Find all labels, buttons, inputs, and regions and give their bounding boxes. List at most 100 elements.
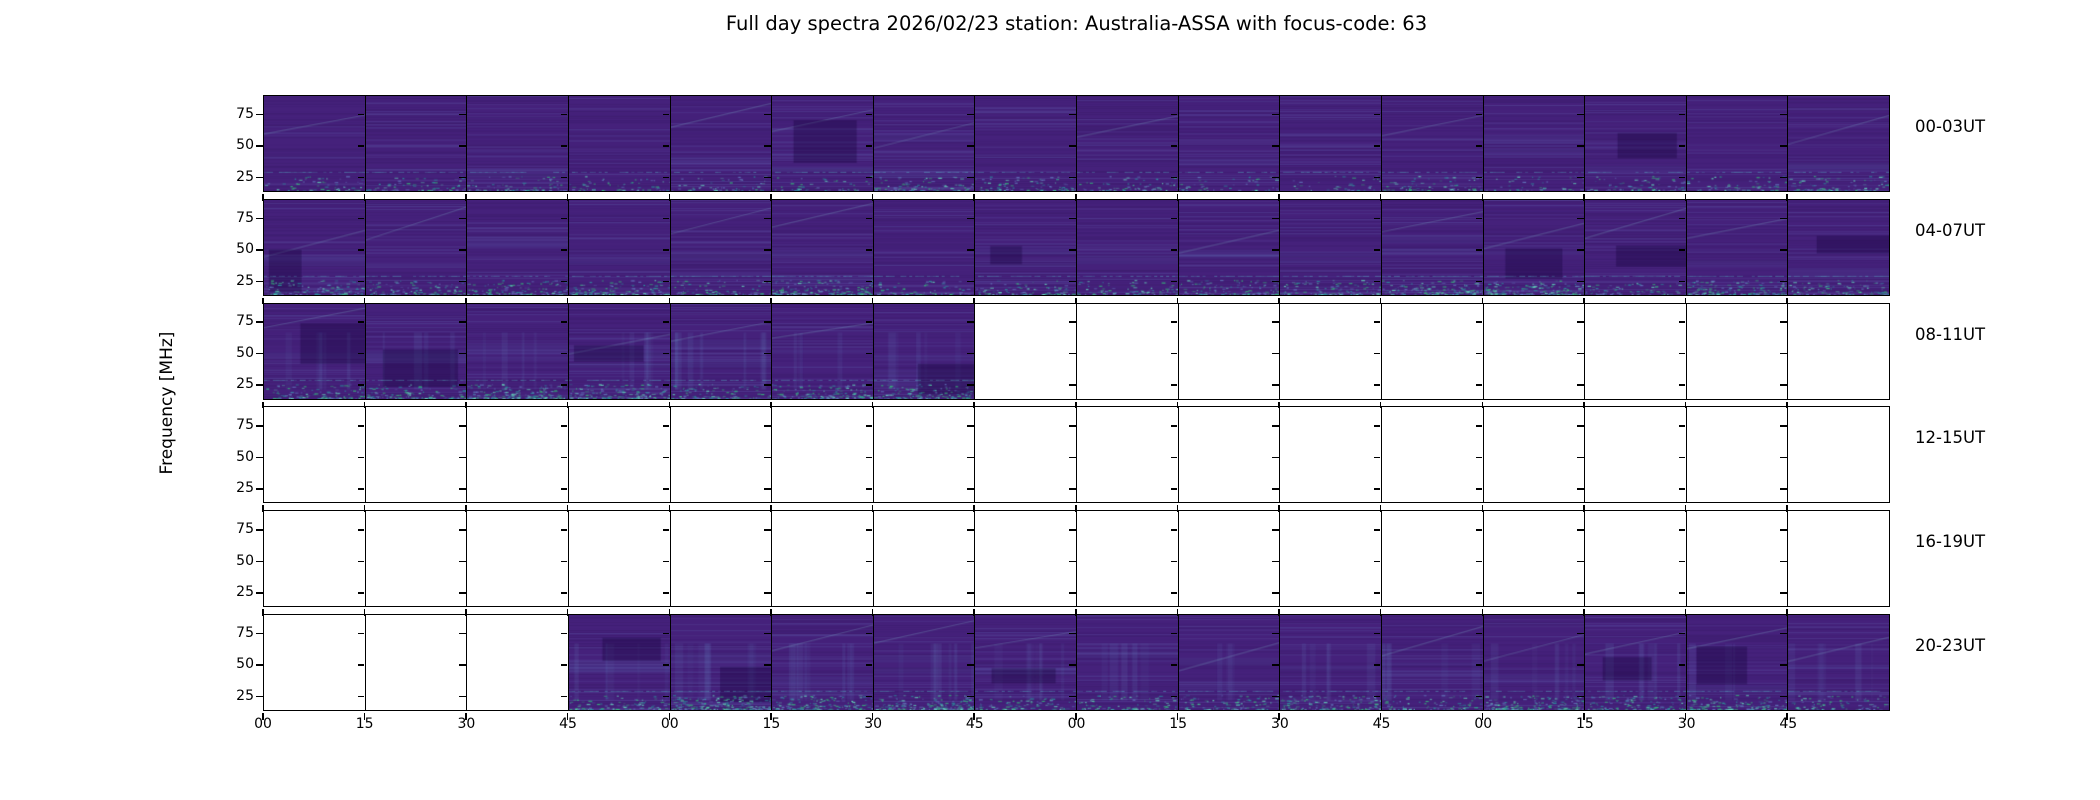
spectrogram-image — [1077, 615, 1178, 710]
spectrogram-segment — [1069, 199, 1178, 305]
y-tick-mark — [459, 560, 466, 563]
y-tick-mark — [256, 280, 263, 283]
y-tick-mark — [459, 425, 466, 427]
y-tick-mark — [865, 592, 873, 594]
spectrogram-image — [1585, 96, 1686, 191]
spectrogram-segment — [1170, 615, 1280, 720]
y-tick-mark — [1170, 352, 1178, 355]
y-tick-mark — [560, 529, 568, 531]
y-tick-mark — [865, 664, 873, 666]
y-tick-mark — [1170, 529, 1178, 531]
spectrogram-image — [772, 615, 873, 710]
y-tick-mark — [357, 488, 365, 490]
x-tick-mark — [566, 297, 569, 305]
y-tick-mark — [1170, 145, 1178, 147]
x-tick-mark — [262, 609, 264, 616]
y-tick-mark — [1577, 560, 1584, 563]
spectrogram-segment — [1780, 96, 1889, 201]
x-tick-label: 30 — [864, 716, 883, 732]
y-tick-mark — [1577, 113, 1584, 116]
plot-area: 75 50 25 00-03UT 75 50 25 04-07UT 75 50 25 08-11UT 7… — [236, 95, 1985, 720]
y-tick-mark — [1373, 425, 1381, 427]
x-tick-mark — [770, 609, 772, 616]
y-tick-mark — [967, 632, 974, 635]
y-tick-label: 75 — [236, 624, 254, 641]
x-tick-mark — [363, 609, 366, 616]
y-tick-mark — [1780, 249, 1787, 251]
spectrogram-segment — [459, 303, 568, 409]
row-time-label: 04-07UT — [1915, 220, 1986, 240]
x-tick-mark — [1176, 505, 1179, 512]
y-tick-mark — [256, 113, 263, 116]
y-tick-mark — [865, 488, 873, 490]
x-tick-mark — [1786, 401, 1788, 409]
y-tick-mark — [662, 280, 669, 283]
x-tick-mark — [465, 609, 467, 616]
y-tick-mark — [256, 217, 263, 220]
y-tick-mark — [662, 425, 669, 427]
spectrogram-image — [975, 96, 1076, 191]
y-tick-mark — [1170, 695, 1178, 698]
y-tick-label: 75 — [236, 209, 254, 226]
y-tick-mark — [662, 145, 669, 147]
spectrogram-image — [568, 303, 670, 399]
empty-segment — [1678, 407, 1788, 512]
y-tick-mark — [1069, 176, 1076, 179]
y-tick-mark — [459, 352, 466, 355]
y-tick-mark — [764, 632, 771, 635]
y-tick-mark — [357, 425, 365, 427]
y-tick-mark — [967, 664, 974, 666]
x-tick-mark — [1583, 609, 1585, 616]
spectrogram-image — [1077, 199, 1178, 295]
spectrogram-segment — [1373, 615, 1483, 720]
spectrogram-image — [1381, 615, 1483, 710]
y-tick-mark — [865, 217, 873, 220]
y-tick-mark — [967, 352, 974, 355]
y-tick-mark — [865, 176, 873, 179]
y-tick-mark — [1170, 321, 1178, 323]
x-tick-label: 00 — [1474, 716, 1493, 732]
x-tick-mark — [1278, 194, 1280, 201]
y-tick-mark — [1780, 560, 1787, 563]
y-tick-mark — [256, 664, 263, 666]
y-tick-mark — [1272, 176, 1279, 179]
y-tick-mark — [1678, 560, 1686, 563]
spectrogram-segment — [764, 303, 873, 409]
spectrogram-segment — [1475, 615, 1585, 720]
y-tick-mark — [1475, 280, 1482, 283]
y-tick-mark — [1373, 560, 1381, 563]
y-tick-label: 75 — [236, 417, 254, 434]
spectrogram-segment — [662, 96, 772, 201]
x-tick-mark — [1278, 713, 1280, 720]
x-tick-mark — [1075, 297, 1077, 305]
y-tick-mark — [357, 280, 365, 283]
x-tick-mark — [668, 609, 670, 616]
y-tick-mark — [1780, 529, 1787, 531]
y-tick-mark — [1678, 113, 1686, 116]
x-tick-mark — [1684, 505, 1687, 512]
empty-segment — [1780, 303, 1889, 409]
x-tick-mark — [1278, 297, 1280, 305]
spectra-row-00-03UT: 75 50 25 00-03UT — [236, 95, 1985, 201]
spectrogram-segment — [560, 96, 670, 201]
y-tick-mark — [1577, 217, 1584, 220]
spectrogram-image — [873, 615, 975, 710]
y-tick-mark — [764, 280, 771, 283]
x-tick-mark — [1075, 609, 1077, 616]
y-tick-mark — [865, 632, 873, 635]
spectra-row-16-19UT: 75 50 25 16-19UT — [236, 510, 1985, 616]
y-tick-mark — [459, 592, 466, 594]
x-tick-mark — [262, 713, 264, 720]
y-tick-mark — [1373, 632, 1381, 635]
y-tick-mark — [764, 145, 771, 147]
y-tick-mark — [662, 488, 669, 490]
y-tick-mark — [662, 456, 669, 459]
y-tick-mark — [1272, 695, 1279, 698]
y-tick-mark — [967, 456, 974, 459]
spectrogram-segment — [1678, 615, 1788, 720]
y-tick-mark — [256, 456, 263, 459]
spectrogram-segment — [1780, 199, 1889, 305]
y-tick-mark — [357, 217, 365, 220]
y-tick-mark — [1780, 456, 1787, 459]
spectrogram-segment — [967, 615, 1076, 720]
